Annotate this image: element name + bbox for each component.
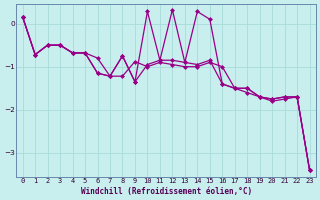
X-axis label: Windchill (Refroidissement éolien,°C): Windchill (Refroidissement éolien,°C) <box>81 187 252 196</box>
